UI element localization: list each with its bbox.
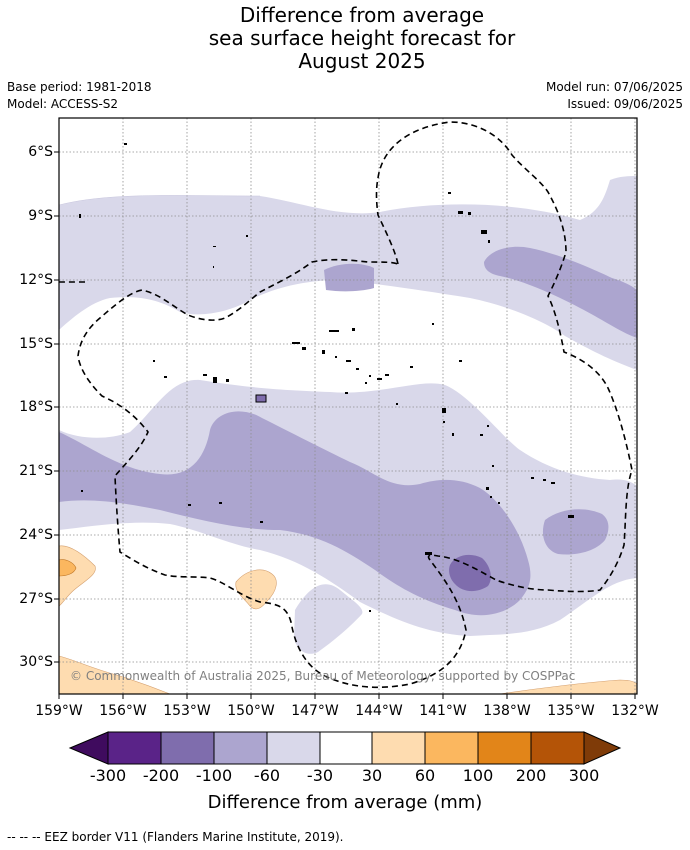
x-tick-label: 159°W: [35, 703, 83, 719]
colorbar-tick-label: 30: [361, 766, 383, 785]
colorbar-bin-4: [267, 732, 320, 764]
y-tick-label: 24°S: [19, 527, 53, 543]
contour-purple-patch: [324, 263, 374, 292]
colorbar: [68, 731, 622, 765]
meta-right: Model run: 07/06/2025 Issued: 09/06/2025: [546, 79, 683, 113]
contour-dark-purple: [449, 554, 491, 592]
y-tick-label: 21°S: [19, 463, 53, 479]
contour-purple-north: [484, 246, 637, 338]
colorbar-tick-label: 100: [462, 766, 494, 785]
y-tick-label: 9°S: [28, 208, 53, 224]
colorbar-extend-high: [583, 731, 622, 765]
gridlines: [59, 118, 637, 694]
x-tick-label: 147°W: [291, 703, 339, 719]
contour-purple-east: [542, 509, 609, 555]
contour-light-purple-south: [294, 584, 363, 654]
colorbar-tick-label: 60: [414, 766, 436, 785]
base-period: Base period: 1981-2018: [7, 80, 152, 94]
y-tick-label: 18°S: [19, 399, 53, 415]
issued-date: Issued: 09/06/2025: [567, 97, 683, 111]
contour-light-orange-southeast: [499, 679, 637, 694]
x-tick-label: 141°W: [419, 703, 467, 719]
colorbar-tick-label: 200: [515, 766, 547, 785]
y-tick-label: 6°S: [28, 144, 53, 160]
eez-border: [59, 121, 633, 689]
y-tick-label: 12°S: [19, 272, 53, 288]
colorbar-bin-8: [478, 732, 531, 764]
colorbar-tick-label: -300: [89, 766, 127, 785]
title-line-1: Difference from average: [239, 3, 485, 27]
colorbar-tick-label: -60: [253, 766, 281, 785]
colorbar-tick-label: -200: [142, 766, 180, 785]
colorbar-bin-9: [531, 732, 584, 764]
colorbar-tick-label: -100: [195, 766, 233, 785]
model-run: Model run: 07/06/2025: [545, 80, 683, 94]
y-tick-label: 15°S: [19, 336, 53, 352]
tick-marks: [54, 151, 636, 699]
copyright-notice: © Commonwealth of Australia 2025, Bureau…: [70, 669, 576, 683]
colorbar-bin-2: [161, 732, 214, 764]
colorbar-bin-5: [320, 732, 372, 764]
contour-orange-west: [59, 559, 77, 577]
map-frame: [58, 117, 638, 695]
x-tick-label: 153°W: [163, 703, 211, 719]
x-tick-label: 138°W: [483, 703, 531, 719]
colorbar-bin-3: [214, 732, 267, 764]
contour-outline: [59, 195, 261, 206]
y-tick-label: 30°S: [19, 654, 53, 670]
contour-light-orange-south: [59, 655, 171, 694]
contour-purple-band: [59, 411, 531, 616]
colorbar-tick-label: -30: [306, 766, 334, 785]
title-line-2: sea surface height forecast for: [208, 26, 516, 50]
map-layers: [59, 118, 637, 694]
colorbar-bin-1: [108, 732, 161, 764]
colorbar-tick-label: 300: [568, 766, 600, 785]
y-tick-label: 27°S: [19, 591, 53, 607]
title-line-3: August 2025: [298, 49, 426, 73]
x-tick-label: 135°W: [547, 703, 595, 719]
x-tick-label: 132°W: [611, 703, 659, 719]
map-title: Difference from average sea surface heig…: [0, 4, 690, 73]
colorbar-bin-6: [372, 732, 425, 764]
islands: [79, 143, 574, 612]
model-name: Model: ACCESS-S2: [7, 97, 119, 111]
x-tick-label: 150°W: [227, 703, 275, 719]
colorbar-bin-7: [425, 732, 478, 764]
meta-left: Base period: 1981-2018 Model: ACCESS-S2: [7, 79, 152, 113]
colorbar-extend-low: [68, 731, 109, 765]
eez-footnote: -- -- -- EEZ border V11 (Flanders Marine…: [7, 830, 344, 844]
colorbar-title: Difference from average (mm): [207, 792, 483, 813]
x-tick-label: 156°W: [99, 703, 147, 719]
x-tick-label: 144°W: [355, 703, 403, 719]
